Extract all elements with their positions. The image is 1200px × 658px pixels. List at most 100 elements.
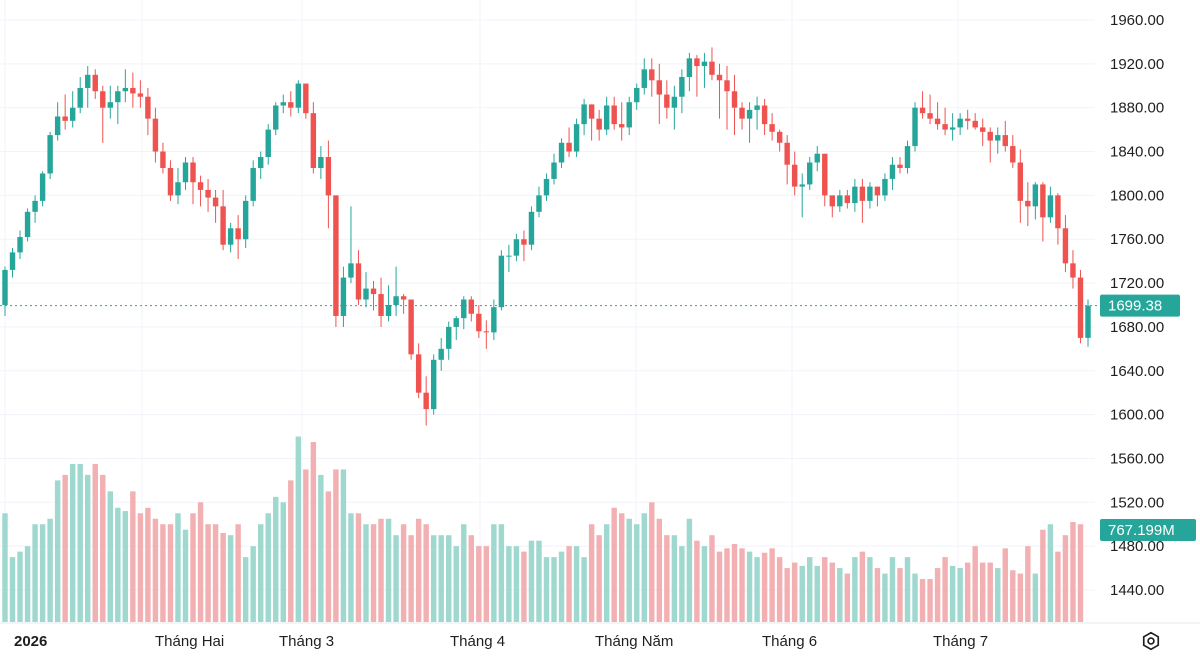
volume-bar: [701, 546, 708, 622]
candle-body: [942, 124, 948, 130]
settings-button[interactable]: [1139, 629, 1163, 653]
candle-body: [1047, 195, 1054, 218]
candle-body: [634, 87, 640, 103]
candle-body: [423, 392, 429, 410]
candle-body: [852, 186, 858, 204]
candle-body: [746, 109, 753, 119]
candle-body: [957, 118, 963, 128]
candle-body: [889, 164, 896, 179]
volume-bar: [995, 568, 1001, 622]
candle-body: [378, 294, 384, 316]
candle-body: [1025, 200, 1031, 207]
volume-bar: [724, 548, 730, 622]
candle-body: [558, 142, 565, 163]
volume-bar: [1055, 551, 1061, 622]
candle-body: [24, 211, 31, 238]
volume-bar: [446, 535, 452, 622]
volume-bar: [1077, 524, 1084, 622]
candle-body: [77, 87, 83, 108]
volume-bar: [551, 557, 557, 622]
volume-bar: [370, 524, 377, 622]
volume-bar: [303, 469, 309, 622]
volume-bar: [679, 546, 685, 622]
volume-bar: [92, 463, 98, 622]
y-tick-label: 1600.00: [1110, 407, 1164, 424]
volume-bar: [438, 535, 444, 622]
candle-body: [1032, 184, 1039, 207]
candle-body: [152, 118, 159, 152]
candle-body: [212, 197, 219, 207]
candle-body: [137, 93, 144, 97]
volume-bar: [716, 551, 723, 622]
volume-bar: [739, 548, 745, 622]
candle-body: [333, 195, 339, 316]
candle-body: [641, 69, 647, 88]
x-tick-label: Tháng 4: [450, 633, 505, 650]
candle-body: [897, 164, 903, 168]
volume-bar: [137, 513, 144, 622]
volume-bar: [634, 524, 640, 622]
candle-body: [9, 252, 16, 270]
candle-body: [175, 182, 181, 196]
volume-bar: [423, 524, 429, 622]
candle-body: [295, 83, 302, 108]
candle-body: [528, 211, 535, 245]
volume-bar: [980, 562, 986, 622]
volume-bar: [152, 518, 159, 622]
volume-bar: [859, 551, 866, 622]
volume-bar: [318, 474, 324, 622]
candle-body: [739, 107, 745, 119]
volume-bar: [791, 562, 798, 622]
candle-body: [182, 162, 189, 183]
candle-body: [573, 124, 580, 152]
candle-body: [130, 87, 136, 94]
candle-body: [837, 195, 843, 207]
volume-bar: [17, 551, 23, 622]
y-axis-ticks: 1440.00 1480.00 1520.00 1560.00 1600.00 1640.…: [1110, 12, 1164, 599]
candle-body: [1055, 195, 1061, 229]
candle-body: [107, 102, 113, 108]
candle-body: [987, 131, 993, 141]
candle-body: [17, 237, 23, 253]
candle-body: [882, 178, 888, 196]
candle-body: [453, 318, 459, 327]
candle-body: [611, 105, 617, 125]
volume-bar: [949, 565, 956, 622]
candle-body: [506, 255, 512, 257]
volume-bar: [122, 511, 129, 622]
candle-body: [235, 228, 241, 240]
candle-body: [430, 359, 437, 410]
y-tick-label: 1880.00: [1110, 100, 1164, 117]
candle-body: [115, 91, 121, 103]
candle-body: [408, 299, 414, 355]
volume-bar: [942, 557, 948, 622]
candle-body: [250, 167, 256, 201]
volume-bar: [799, 565, 805, 622]
volume-bar: [242, 557, 249, 622]
candle-body: [468, 299, 474, 314]
candle-body: [258, 157, 264, 168]
volume-bar: [596, 535, 602, 622]
candle-body: [686, 58, 693, 77]
x-tick-label: Tháng 6: [762, 633, 817, 650]
last-volume-label: 767.199M: [1108, 522, 1175, 539]
volume-bar: [776, 557, 783, 622]
y-tick-label: 1680.00: [1110, 319, 1164, 336]
volume-bar: [77, 463, 83, 622]
candle-body: [716, 74, 723, 81]
candle-body: [521, 239, 527, 245]
volume-bar: [483, 546, 490, 622]
volume-bar: [295, 436, 302, 622]
candle-body: [400, 296, 407, 300]
y-tick-label: 1840.00: [1110, 144, 1164, 161]
volume-bar: [919, 579, 926, 622]
volume-bar: [333, 469, 339, 622]
candle-body: [227, 228, 234, 245]
candle-body: [701, 61, 708, 67]
volume-bar: [761, 552, 768, 622]
volume-bar: [32, 524, 38, 622]
volume-bar: [227, 535, 234, 622]
volume-bar: [355, 513, 362, 622]
volume-bar: [897, 568, 903, 622]
